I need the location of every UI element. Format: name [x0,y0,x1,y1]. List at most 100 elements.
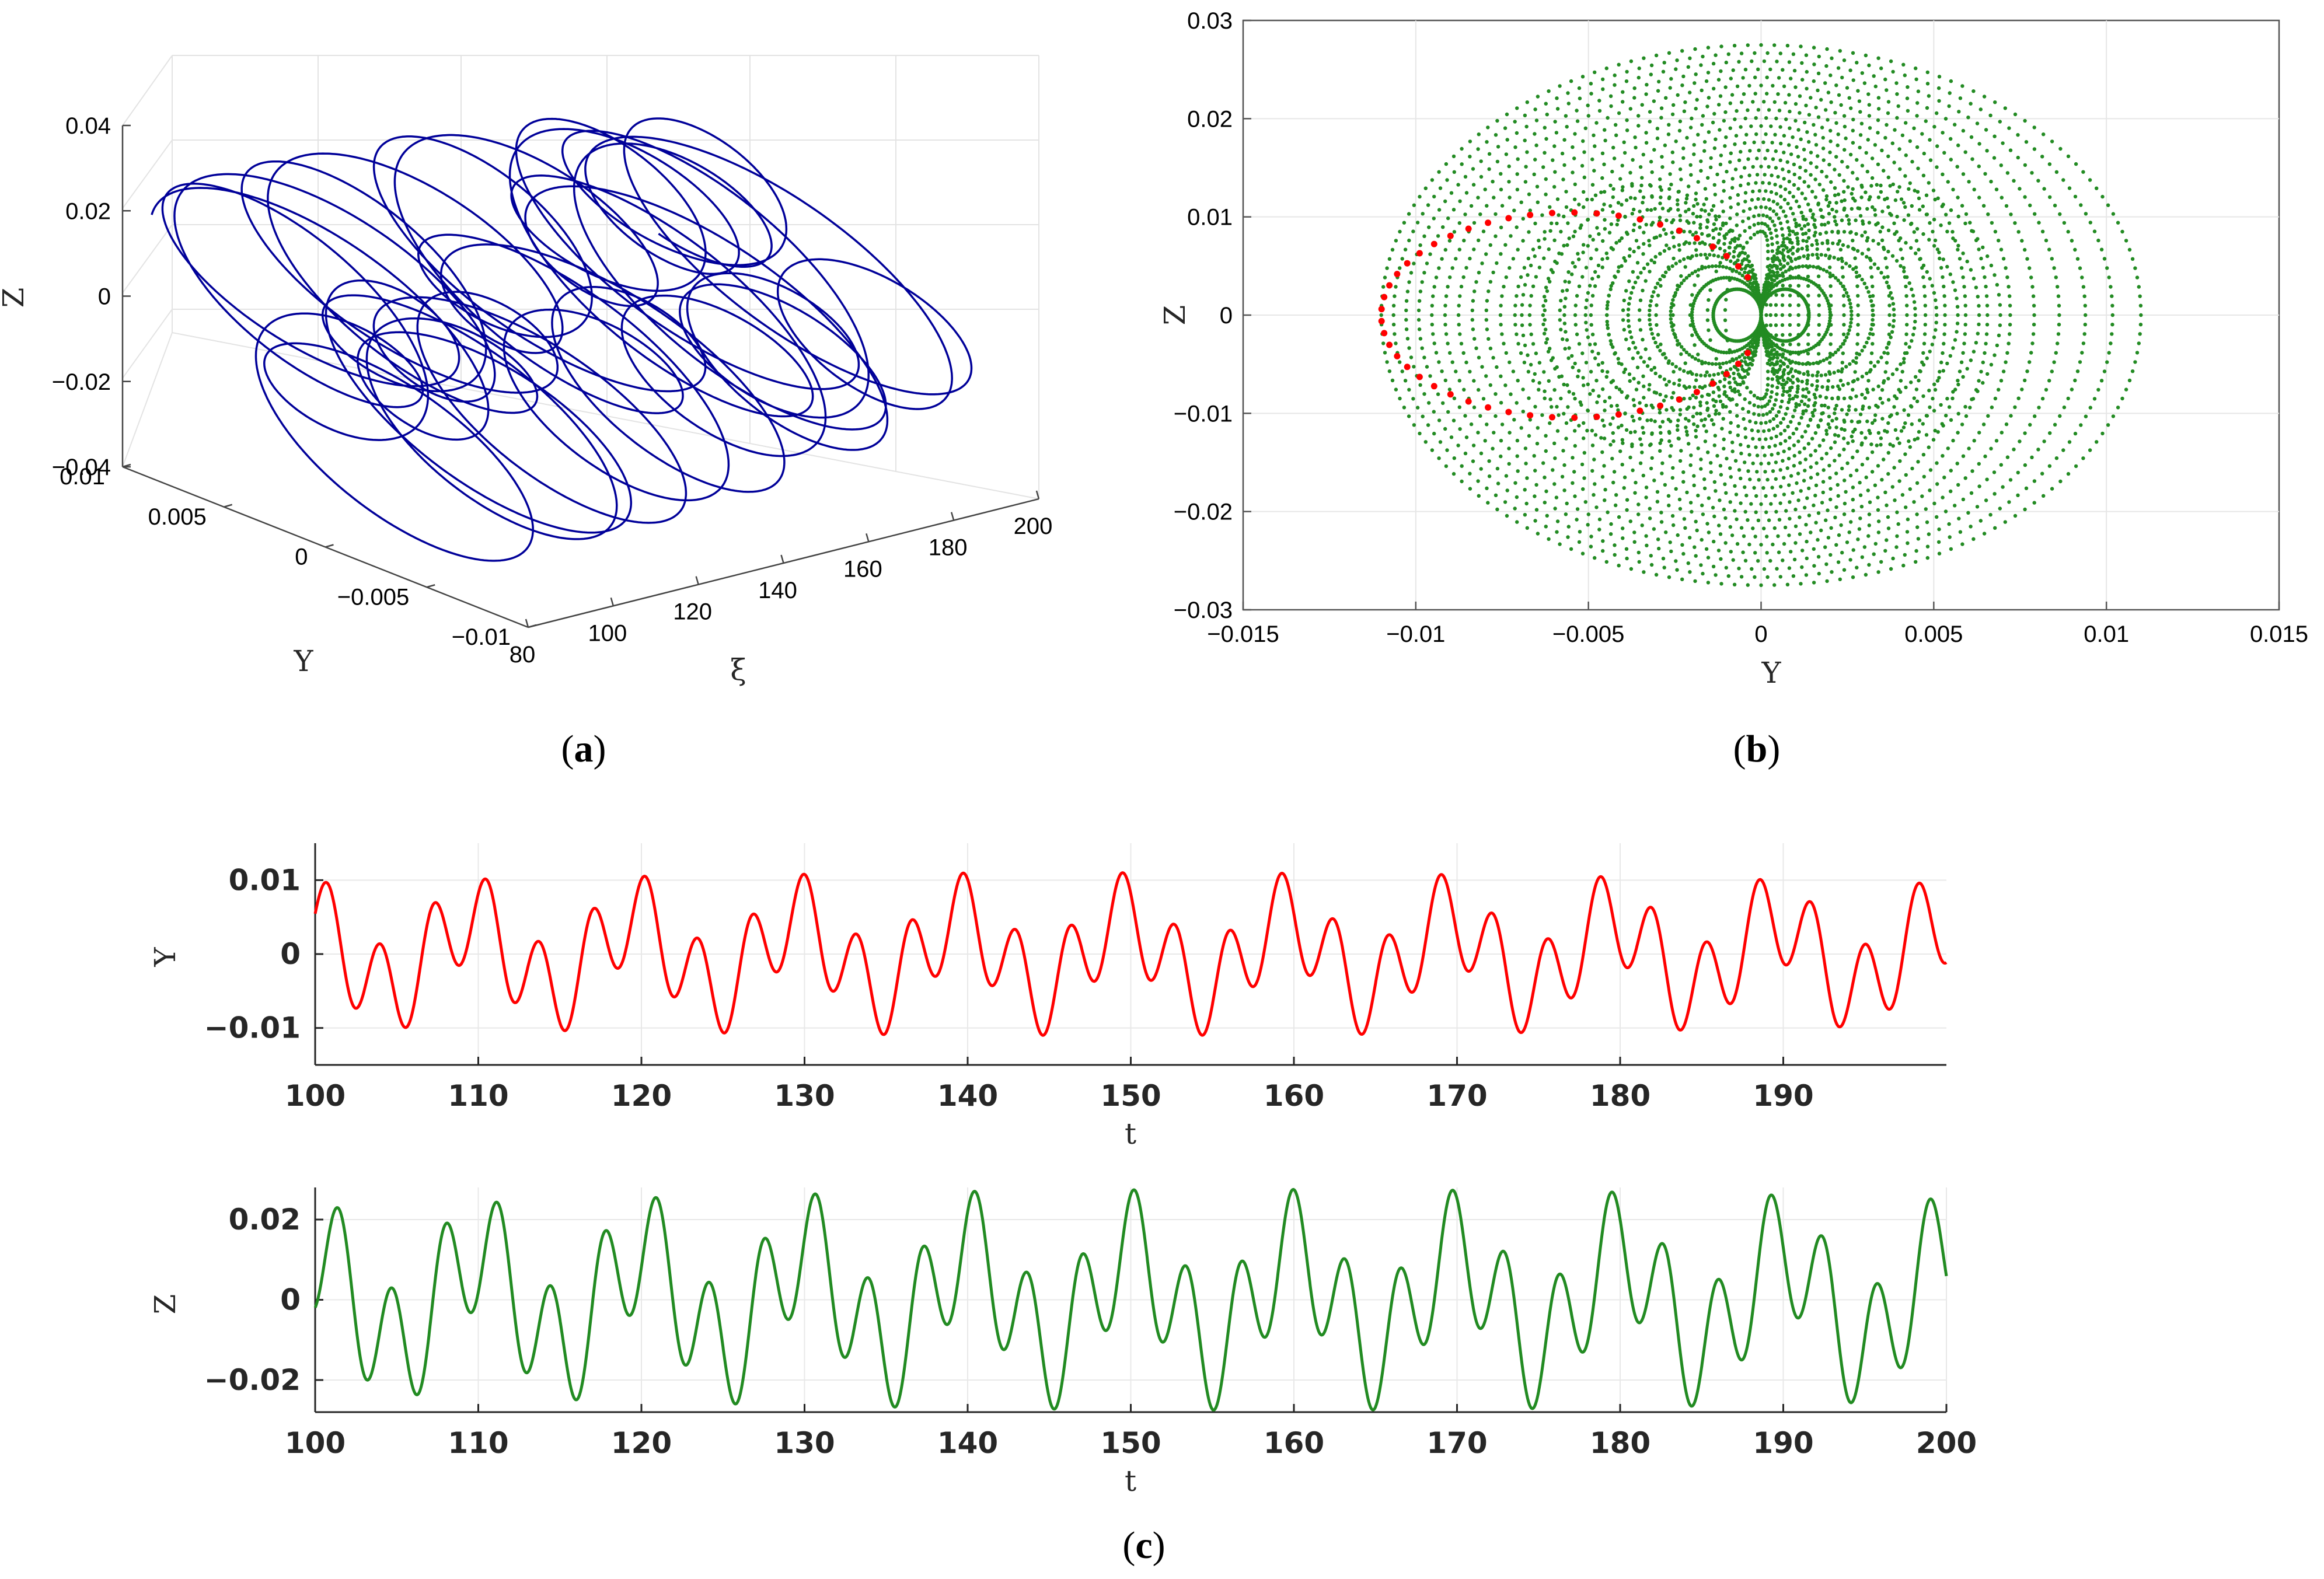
panel-b-green-point [1562,313,1566,317]
panel-b-green-point [1850,419,1854,424]
panel-b-green-point [1649,63,1654,68]
panel-b-green-point [1781,333,1785,337]
panel-b-green-point [1627,372,1632,376]
panel-b-green-point [1786,400,1791,404]
panel-b-green-point [1632,530,1636,535]
panel-b-green-point [1775,424,1779,428]
panel-b-green-point [1515,454,1519,458]
panel-b-green-point [1820,385,1824,389]
panel-b-green-point [1796,242,1800,246]
panel-b-green-point [1548,280,1552,284]
panel-b-green-point [1876,570,1880,574]
panel-b-green-point [1597,528,1601,532]
panel-b-green-point [1826,406,1830,410]
panel-b-green-point [1618,449,1622,453]
panel-b-green-point [1560,474,1565,479]
panel-b-green-point [1927,389,1931,393]
panel-b-green-point [1824,108,1828,112]
panel-a-z-tick-label: 0 [98,284,111,310]
panel-b-green-point [1759,421,1763,425]
panel-b-green-point [1925,520,1929,525]
panel-b-green-point [1746,410,1751,414]
panel-b-green-point [1705,104,1709,109]
panel-b-green-point [1520,303,1524,307]
panel-b-green-point [1777,109,1782,113]
panel-b-green-point [1816,537,1820,542]
panel-b-green-point [1508,360,1512,365]
panel-b-green-point [1732,249,1736,254]
panel-b-green-point [1636,75,1641,80]
panel-b-green-point [1690,355,1694,359]
panel-b-green-point [1573,303,1578,308]
panel-b-green-point [1818,232,1822,236]
panel-b-green-point [1966,511,1970,515]
panel-b-green-point [1933,428,1937,433]
panel-a-x-tick-label: 200 [1014,513,1053,539]
panel-b-green-point [1707,298,1711,302]
panel-b-green-point [1674,67,1678,71]
panel-b-green-point [1698,385,1702,389]
panel-b-green-point [1755,173,1760,177]
panel-b-green-point [1799,582,1803,586]
panel-b-green-point [1826,221,1830,225]
panel-b-green-point [1659,511,1663,515]
panel-b-green-point [1965,259,1969,264]
panel-b-green-point [1743,166,1747,170]
panel-b-green-point [1468,256,1472,261]
panel-b-green-point [2052,360,2056,364]
panel-b-green-point [1915,227,1920,231]
panel-b-green-point [1722,179,1726,184]
panel-b-green-point [1544,193,1548,197]
panel-b-green-point [1840,259,1844,263]
panel-b-green-point [1527,192,1531,197]
panel-b-green-point [1793,257,1798,261]
panel-b-green-point [2032,303,2036,308]
panel-b-green-point [1820,125,1824,130]
panel-b-green-point [2120,396,2124,401]
panel-b-green-point [1457,303,1461,308]
panel-b-green-point [2007,285,2011,289]
panel-b-green-point [1536,532,1540,536]
panel-b-green-point [1846,441,1850,445]
panel-b-green-point [1621,441,1625,445]
panel-b-green-point [1543,389,1547,393]
panel-b-green-point [1622,370,1626,375]
panel-b-green-point [2110,332,2114,336]
panel-b-green-point [1976,237,1980,241]
panel-b-green-point [2031,294,2036,298]
panel-c1-x-tick-label: 190 [1753,1079,1813,1113]
panel-b-green-point [1803,231,1808,236]
panel-b-green-point [1806,253,1810,257]
panel-b-green-point [1793,85,1798,89]
panel-b-green-point [1981,360,1985,365]
panel-b-green-point [1811,414,1815,418]
panel-b-green-point [1534,483,1538,487]
panel-b-green-point [1824,428,1829,433]
panel-b-green-point [1797,421,1801,426]
panel-b-green-point [1533,132,1537,136]
panel-b-green-point [1887,285,1891,289]
panel-b-green-point [1882,380,1886,385]
panel-b-green-point [1451,418,1456,422]
panel-b-green-point [1737,567,1741,571]
panel-b-green-point [2023,163,2028,167]
panel-c2-x-tick-label: 140 [937,1426,998,1460]
panel-b-green-point [1684,276,1688,280]
panel-b-green-point [1768,207,1772,211]
panel-b-green-point [1678,506,1683,511]
panel-a-y-tick-mark [122,463,131,468]
panel-b-green-point [2105,266,2109,270]
panel-b-green-point [1824,518,1828,522]
panel-b-green-point [2000,431,2004,435]
panel-b-green-point [1763,156,1767,160]
panel-b-green-point [1563,280,1567,284]
panel-b-green-point [1900,369,1904,374]
panel-b-green-point [1608,287,1613,291]
panel-b-green-point [1711,204,1716,208]
panel-b-green-point [1614,385,1618,390]
panel-b-green-point [1791,431,1795,436]
panel-b-green-point [1847,328,1851,333]
panel-b-green-point [1866,390,1870,394]
panel-b-green-point [1860,71,1864,75]
panel-b-green-point [1867,103,1871,107]
